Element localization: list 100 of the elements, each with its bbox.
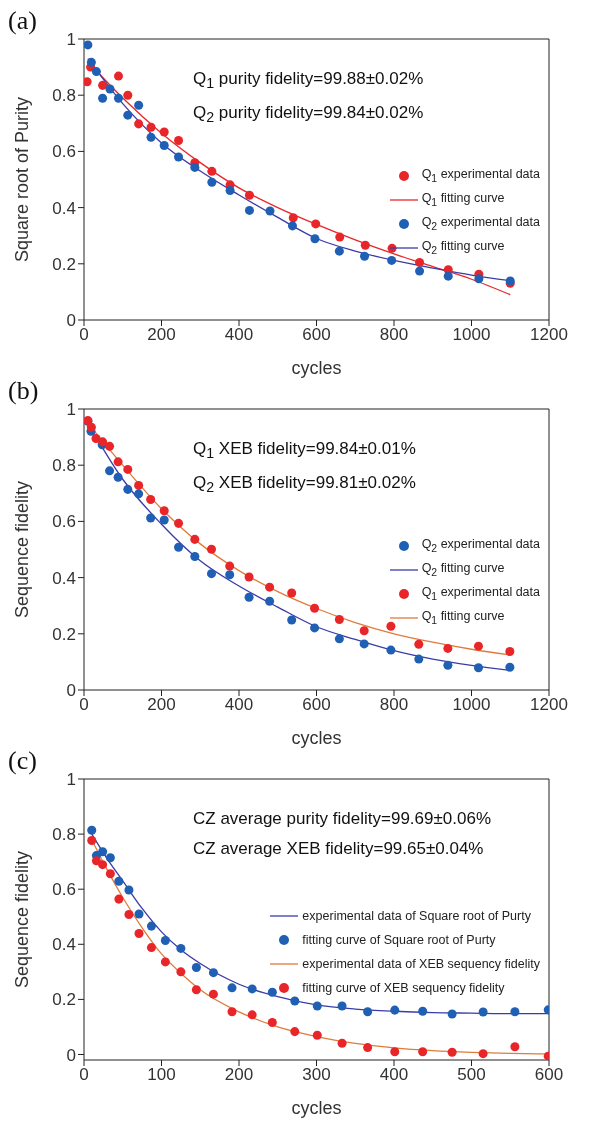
point [244, 205, 254, 215]
point [312, 1030, 322, 1040]
point [124, 910, 134, 920]
point [290, 996, 300, 1006]
point [146, 943, 156, 953]
y-tick-label: 0.2 [52, 254, 76, 274]
point [390, 1005, 400, 1015]
x-tick-label: 400 [224, 695, 254, 715]
point [415, 266, 425, 276]
y-tick-label: 0.2 [52, 990, 76, 1010]
x-tick-label: 500 [457, 1065, 486, 1085]
point [225, 570, 235, 580]
point [98, 93, 108, 103]
point [208, 989, 218, 999]
legend-label: experimental data of XEB sequency fidelity [302, 956, 540, 971]
point [290, 1027, 300, 1037]
point [310, 623, 320, 633]
x-tick-label: 0 [79, 695, 89, 715]
legend-label: fitting curve of XEB sequency fidelity [302, 980, 505, 995]
point [134, 119, 144, 129]
point [363, 1007, 373, 1017]
point [265, 206, 275, 216]
y-tick-label: 0.6 [52, 880, 76, 900]
point [386, 621, 396, 631]
point [98, 860, 108, 870]
x-tick-label: 0 [79, 1065, 89, 1085]
point [134, 929, 144, 939]
point [287, 615, 297, 625]
point [310, 234, 320, 244]
x-tick-label: 600 [534, 1065, 564, 1085]
point [267, 1018, 277, 1028]
y-tick-label: 1 [66, 770, 76, 790]
annotation-text: Q$_{1}$ purity fidelity=99.88±0.02% Q$_{2}$ purity fidelity=99.84±0.02% [193, 68, 424, 128]
y-tick-label: 0.8 [52, 825, 76, 845]
point [335, 232, 345, 242]
legend-label: Q$_{1}$ fitting curve [421, 191, 505, 208]
point [84, 77, 92, 87]
x-axis-title: cycles [291, 358, 342, 378]
y-tick-label: 1 [66, 30, 76, 50]
point [287, 588, 297, 598]
point [98, 847, 108, 857]
x-tick-label: 100 [147, 1065, 176, 1085]
point [447, 1009, 457, 1019]
point [134, 489, 144, 499]
point [190, 534, 200, 544]
point [247, 1010, 257, 1020]
point [159, 515, 169, 525]
point [334, 614, 344, 624]
point [337, 1001, 347, 1011]
point [244, 592, 254, 602]
x-tick-label: 800 [379, 695, 409, 715]
x-tick-label: 600 [302, 695, 331, 715]
point [510, 1007, 520, 1017]
point [191, 962, 201, 972]
legend-label: Q$_{2}$ fitting curve [421, 239, 505, 256]
point [418, 1006, 428, 1016]
chart-title: (a) [8, 6, 37, 36]
y-axis-title: Square root of Purity [12, 96, 33, 263]
point [414, 654, 424, 664]
point [267, 987, 277, 997]
annotation-text: CZ average purity fidelity=99.69±0.06% CZ average XEB fidelity=99.65±0.04% [193, 808, 492, 860]
y-tick-label: 0.4 [52, 198, 76, 218]
x-tick-label: 1200 [530, 325, 568, 345]
y-tick-label: 0 [66, 311, 76, 331]
annotation-text: Q$_{1}$ XEB fidelity=99.84±0.01% Q$_{2}$ XEB fidelity=99.81±0.02% [193, 438, 416, 498]
point [91, 67, 101, 77]
legend-label: Q$_{2}$ experimental data [421, 215, 540, 232]
point [418, 1047, 428, 1057]
point [207, 166, 217, 176]
point [443, 643, 453, 653]
point [113, 93, 123, 103]
point [174, 135, 184, 145]
point [510, 1042, 520, 1052]
point [105, 853, 115, 863]
point [87, 825, 97, 835]
point [86, 422, 96, 432]
point [244, 572, 254, 582]
y-tick-label: 0 [66, 1045, 76, 1065]
point [190, 552, 200, 562]
point [206, 569, 216, 579]
point [478, 1007, 488, 1017]
point [146, 122, 156, 132]
point [134, 909, 144, 919]
point [176, 943, 186, 953]
point [114, 876, 124, 886]
point [227, 983, 237, 993]
point [225, 185, 235, 195]
point [98, 80, 108, 90]
point [159, 140, 169, 150]
legend-label: experimental data of Square root of Purty [302, 908, 531, 923]
point [473, 641, 483, 651]
point [359, 639, 369, 649]
chart-title: (c) [8, 746, 37, 776]
chart-title: (b) [8, 376, 39, 406]
point [227, 1007, 237, 1017]
point [247, 984, 257, 994]
point [105, 869, 115, 879]
x-tick-label: 200 [224, 1065, 254, 1085]
point [190, 162, 200, 172]
point [337, 1038, 347, 1048]
